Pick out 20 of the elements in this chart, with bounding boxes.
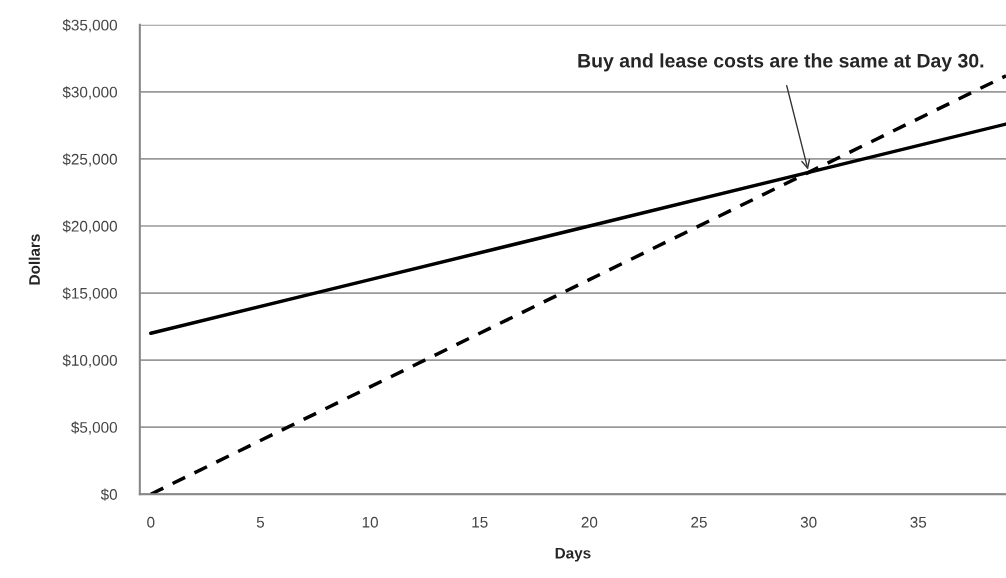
x-tick-label: 35 xyxy=(910,516,927,528)
y-tick-label: $30,000 xyxy=(62,86,118,100)
y-tick-label: $5,000 xyxy=(71,421,118,435)
x-tick-label: 30 xyxy=(800,516,817,528)
y-tick-label: $0 xyxy=(100,488,118,501)
x-tick-label: 15 xyxy=(472,516,488,528)
x-tick-label: 10 xyxy=(362,516,378,528)
x-tick-label: 20 xyxy=(581,516,598,528)
x-tick-label: 25 xyxy=(691,516,707,528)
y-axis-title: Dollars xyxy=(28,234,40,285)
y-tick-label: $20,000 xyxy=(62,220,118,234)
y-tick-label: $25,000 xyxy=(62,153,118,167)
x-tick-label: 5 xyxy=(256,516,265,528)
y-tick-label: $35,000 xyxy=(62,19,118,33)
annotation: Buy and lease costs are the same at Day 30. xyxy=(578,53,984,72)
y-tick-label: $15,000 xyxy=(62,287,118,301)
y-tick-label: $10,000 xyxy=(62,354,118,368)
x-tick-label: 0 xyxy=(147,516,155,528)
x-axis-title: Days xyxy=(555,547,591,562)
line-series xyxy=(149,74,1006,495)
